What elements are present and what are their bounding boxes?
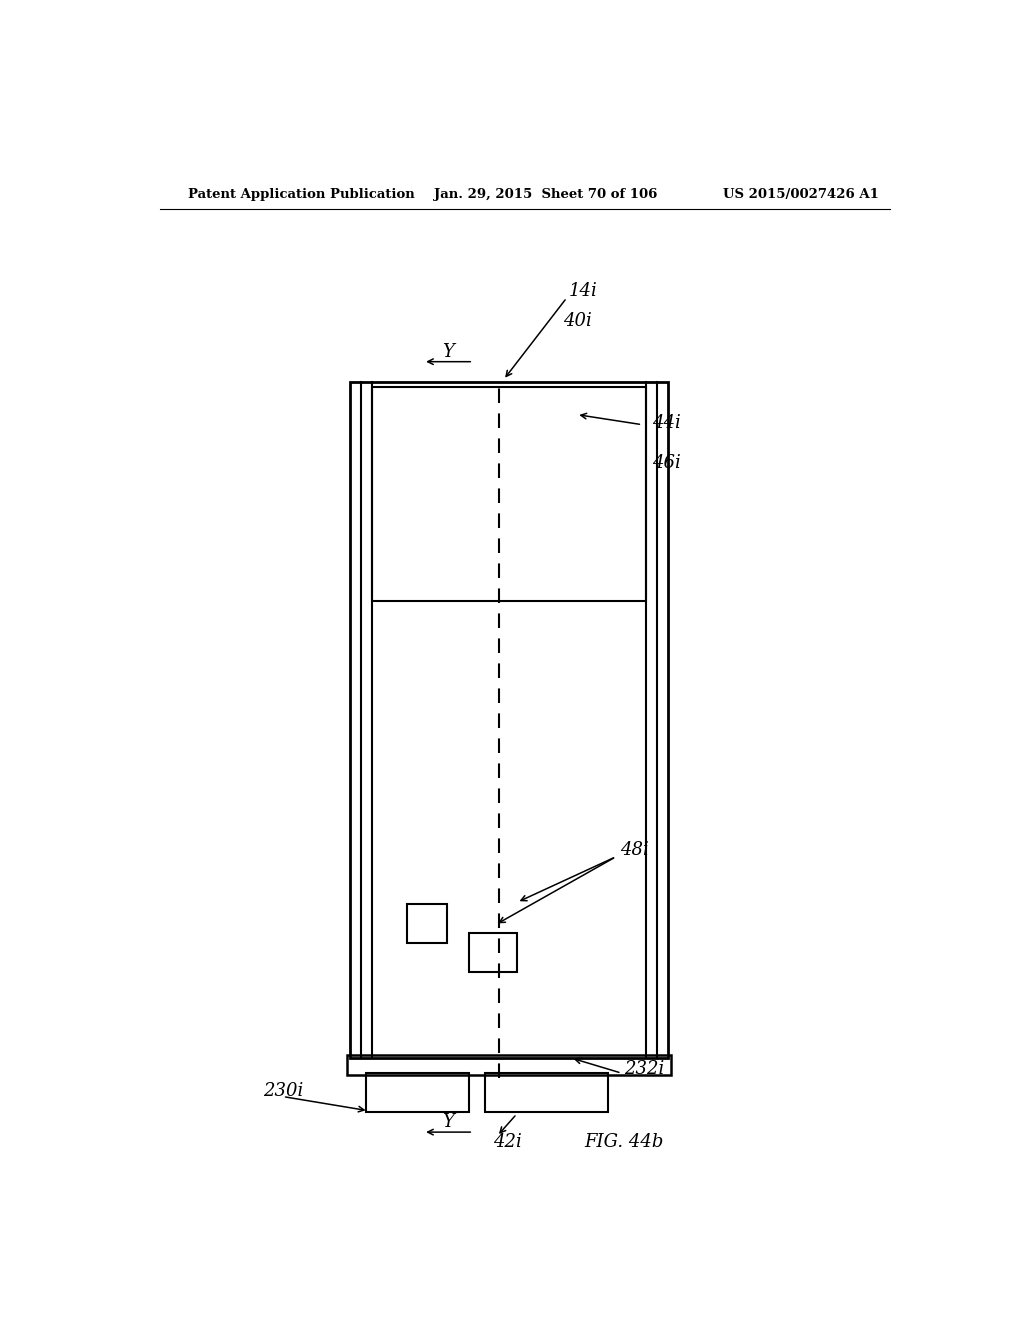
Text: 48i: 48i: [620, 841, 649, 858]
Bar: [485, 1073, 608, 1111]
Text: 46i: 46i: [652, 454, 681, 473]
Text: 230i: 230i: [263, 1082, 303, 1101]
Text: 232i: 232i: [624, 1060, 665, 1078]
Text: 44i: 44i: [652, 413, 681, 432]
Text: FIG. 44b: FIG. 44b: [585, 1134, 664, 1151]
Text: US 2015/0027426 A1: US 2015/0027426 A1: [723, 189, 879, 202]
Text: Y: Y: [442, 342, 454, 360]
Bar: [350, 381, 668, 1057]
Bar: [347, 1055, 671, 1076]
Bar: [408, 904, 447, 942]
Text: 14i: 14i: [568, 281, 597, 300]
Text: Y: Y: [442, 1113, 454, 1131]
Bar: [367, 1073, 469, 1111]
Text: 40i: 40i: [563, 312, 592, 330]
Text: 42i: 42i: [494, 1134, 522, 1151]
Text: Jan. 29, 2015  Sheet 70 of 106: Jan. 29, 2015 Sheet 70 of 106: [433, 189, 657, 202]
Text: Patent Application Publication: Patent Application Publication: [187, 189, 415, 202]
Bar: [372, 387, 646, 601]
Bar: [469, 933, 517, 972]
